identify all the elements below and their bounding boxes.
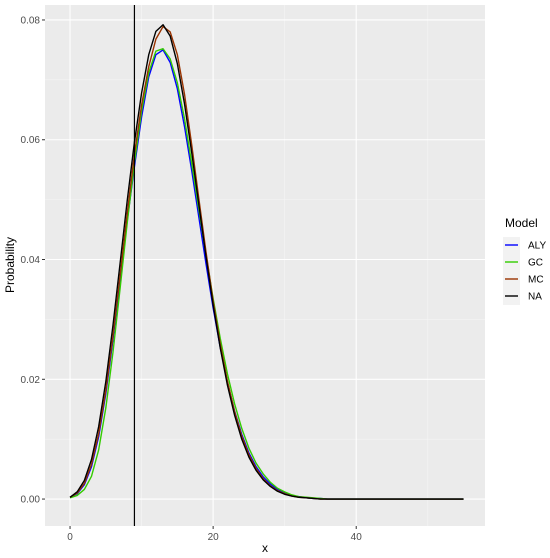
x-axis-tick-label: 0 xyxy=(67,532,73,543)
legend-items: ALY GC MC NA xyxy=(503,237,546,305)
series-line-na xyxy=(69,24,464,500)
y-axis-tick-label: 0.08 xyxy=(21,15,41,26)
y-axis-title: Probability xyxy=(3,237,17,293)
x-axis-title: x xyxy=(262,541,268,555)
legend-label-aly: ALY xyxy=(528,241,546,252)
x-axis-tick-label: 20 xyxy=(208,532,220,543)
x-axis-tick-label: 40 xyxy=(351,532,363,543)
y-axis-tick-labels: 0.00 0.02 0.04 0.06 0.08 xyxy=(21,15,41,505)
legend-title: Model xyxy=(505,216,538,230)
legend-label-na: NA xyxy=(528,292,542,303)
y-axis-ticks xyxy=(42,19,45,500)
plot-panel xyxy=(45,5,485,526)
y-axis-tick-label: 0.00 xyxy=(21,495,41,506)
legend: Model ALY GC MC NA xyxy=(503,216,546,305)
y-axis-tick-label: 0.04 xyxy=(21,255,41,266)
legend-label-gc: GC xyxy=(528,258,543,269)
x-axis-ticks xyxy=(69,526,357,529)
x-axis-tick-labels: 0 20 40 xyxy=(67,532,362,543)
y-axis-tick-label: 0.06 xyxy=(21,135,41,146)
major-gridlines xyxy=(45,5,485,526)
legend-label-mc: MC xyxy=(528,275,544,286)
minor-gridlines xyxy=(45,5,485,526)
series-lines xyxy=(69,24,464,500)
y-axis-tick-label: 0.02 xyxy=(21,375,41,386)
